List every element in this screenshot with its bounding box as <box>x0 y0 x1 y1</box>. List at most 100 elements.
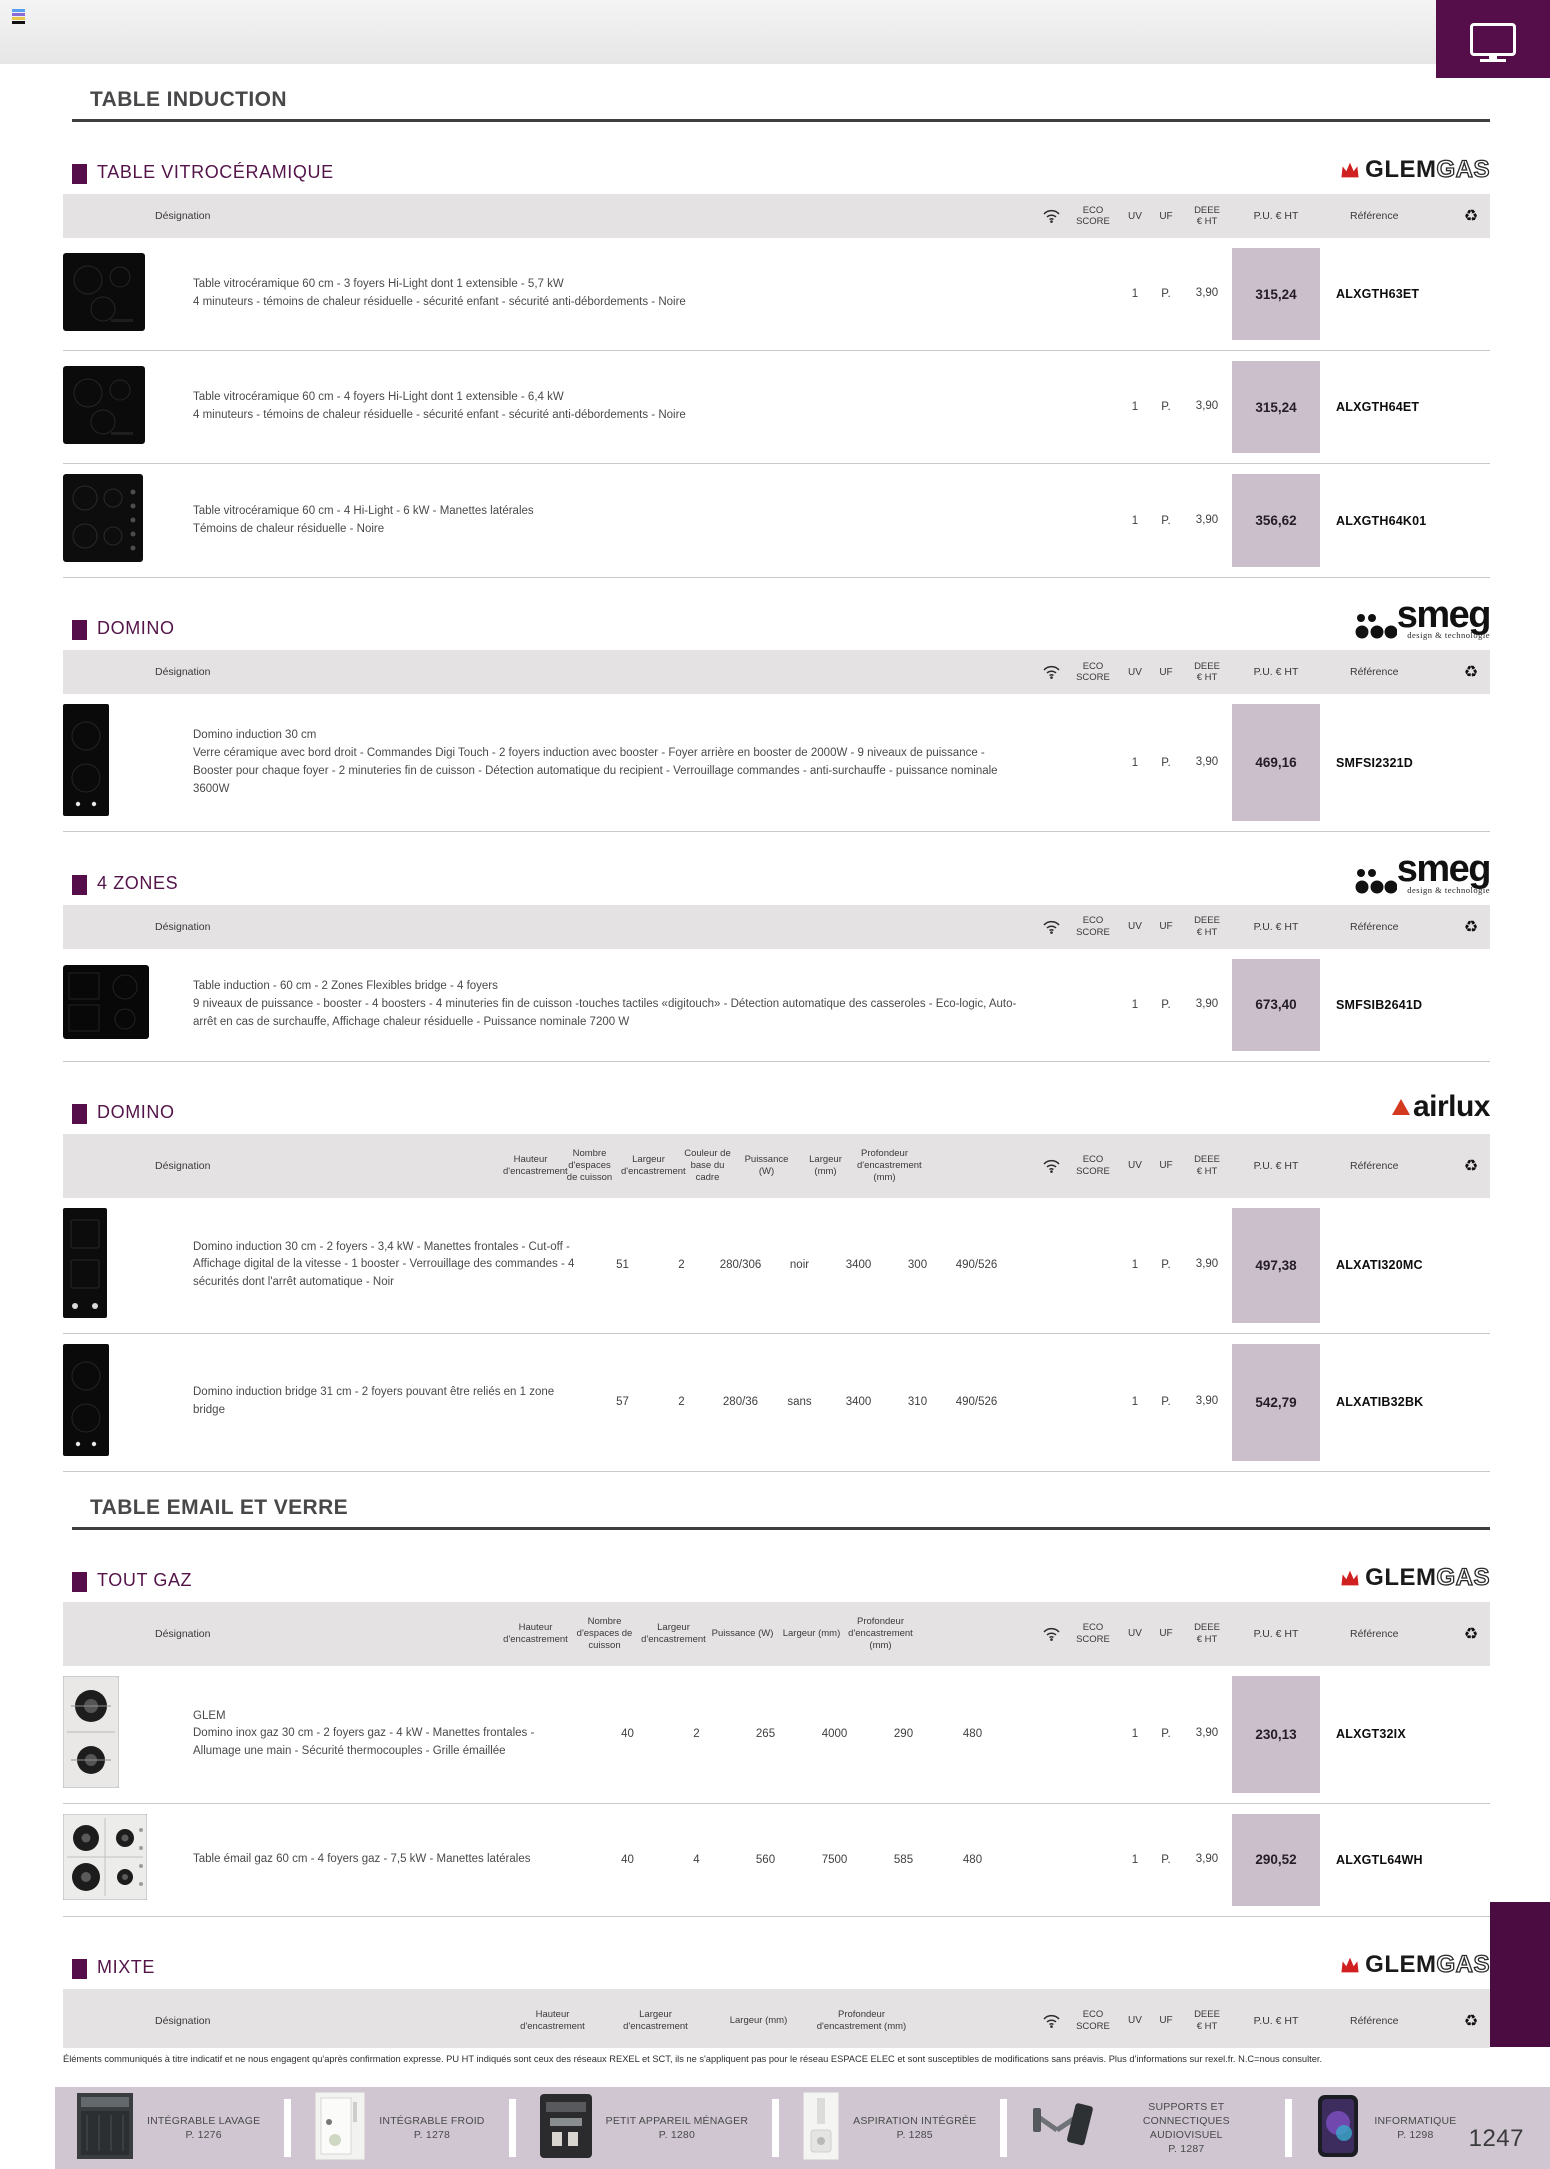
screen-tab-button[interactable] <box>1436 0 1550 78</box>
table-rows: Domino induction 30 cm - 2 foyers - 3,4 … <box>63 1198 1490 1472</box>
nav-item-2[interactable]: INTÉGRABLE FROID P. 1278 <box>314 2091 485 2165</box>
tvmount-thumbnail <box>1031 2096 1097 2161</box>
column-header-deee: DEEE € HT <box>1194 1622 1220 1645</box>
reference-link[interactable]: SMFSI2321D <box>1336 755 1414 770</box>
reference-link[interactable]: ALXATI320MC <box>1336 1258 1423 1273</box>
nav-page-ref: P. 1298 <box>1397 2129 1434 2141</box>
spec-value: 51 <box>616 1259 629 1272</box>
nav-label-text: INTÉGRABLE FROID <box>379 2114 485 2127</box>
price-value: 469,16 <box>1232 704 1320 822</box>
catalog-page-content: TABLE INDUCTION TABLE VITROCÉRAMIQUE GLEM G… <box>0 64 1550 2048</box>
section-label: TABLE VITROCÉRAMIQUE <box>97 162 334 182</box>
nav-page-ref: P. 1285 <box>896 2129 933 2141</box>
column-header-eco-score: ECO SCORE <box>1076 661 1110 684</box>
reference-link[interactable]: ALXGTH63ET <box>1336 287 1420 301</box>
uv-value: 1 <box>1131 288 1139 300</box>
uv-value: 1 <box>1131 1853 1139 1866</box>
column-header-wifi <box>1036 918 1066 936</box>
column-header-spec: Puissance (W) <box>711 1627 774 1639</box>
reference-link[interactable]: SMFSIB2641D <box>1336 997 1423 1012</box>
column-header-spec: Couleur de base du cadre <box>684 1147 731 1183</box>
app-stripes-icon[interactable] <box>12 9 25 25</box>
table-header-row: Désignation ECO SCORE UV UF DEEE € HT P.U. € HT… <box>63 194 1490 238</box>
glemgas-gas-text: GAS <box>1436 1950 1490 1978</box>
designation-line: 4 minuteurs - témoins de chaleur résidue… <box>193 296 686 308</box>
uf-value: P. <box>1161 514 1171 527</box>
fridge-thumbnail <box>314 2091 366 2165</box>
nav-page-ref: P. 1276 <box>185 2129 222 2141</box>
column-header-designation: Désignation <box>155 1627 211 1640</box>
glemgas-gas-text: GAS <box>1436 1563 1490 1591</box>
nav-item-label: SUPPORTS ET CONNECTIQUES AUDIOVISUEL P. 1… <box>1111 2100 1261 2157</box>
product-table: Désignation ECO SCORE UV UF DEEE € HT P.U. € HT… <box>63 904 1490 1062</box>
nav-item-5[interactable]: SUPPORTS ET CONNECTIQUES AUDIOVISUEL P. 1… <box>1031 2096 1261 2161</box>
column-header-spec: Hauteur d'encastrement <box>520 2008 585 2032</box>
nav-page-ref: P. 1287 <box>1168 2143 1205 2156</box>
column-header-spec: Profondeur d'encastrement (mm) <box>816 2008 907 2032</box>
column-header-eco-score: ECO SCORE <box>1076 915 1110 938</box>
spec-value: 4000 <box>821 1728 848 1741</box>
column-header-spec: Nombre d'espaces de cuisson <box>576 1615 633 1651</box>
spec-value: 2 <box>678 1396 685 1409</box>
section-bullet-icon <box>72 1571 87 1592</box>
deee-value: 3,90 <box>1195 755 1219 768</box>
nav-item-label: INFORMATIQUE P. 1298 <box>1374 2114 1456 2142</box>
section-heading: MIXTE GLEM GAS <box>72 1939 1490 1979</box>
designation-line: Table vitrocéramique 60 cm - 4 foyers Hi… <box>193 391 564 404</box>
nav-item-3[interactable]: PETIT APPAREIL MÉNAGER P. 1280 <box>539 2093 749 2163</box>
price-value: 673,40 <box>1232 958 1320 1051</box>
reference-link[interactable]: ALXGT32IX <box>1336 1727 1406 1742</box>
nav-label-text: INFORMATIQUE <box>1374 2114 1457 2127</box>
designation-line: Domino induction bridge 31 cm - 2 foyers… <box>193 1386 555 1417</box>
reference-link[interactable]: ALXGTH64ET <box>1336 400 1420 414</box>
price-value: 230,13 <box>1232 1675 1320 1793</box>
recycle-icon: ♻ <box>1463 664 1479 682</box>
section-bullet-icon <box>72 1958 87 1979</box>
designation-line: Table émail gaz 60 cm - 4 foyers gaz - 7… <box>193 1852 531 1865</box>
column-header-uv: UV <box>1128 210 1142 222</box>
recycle-icon: ♻ <box>1463 208 1479 225</box>
column-header-spec: Largeur (mm) <box>729 2014 788 2026</box>
spec-value: 280/306 <box>719 1259 762 1272</box>
reference-link[interactable]: ALXGTL64WH <box>1336 1852 1423 1867</box>
side-tab-marker[interactable] <box>1490 1902 1550 2047</box>
spec-value: 480 <box>962 1728 983 1741</box>
column-header-designation: Désignation <box>155 2014 211 2027</box>
spec-value: sans <box>787 1396 812 1409</box>
designation-line: Verre céramique avec bord droit - Comman… <box>193 747 998 795</box>
table-row: Table vitrocéramique 60 cm - 4 Hi-Light … <box>63 463 1490 577</box>
nav-item-4[interactable]: ASPIRATION INTÉGRÉE P. 1285 <box>802 2091 977 2165</box>
glemgas-gas-text: GAS <box>1436 155 1490 183</box>
price-value: 497,38 <box>1232 1207 1320 1323</box>
nav-separator <box>1000 2099 1008 2157</box>
price-value: 356,62 <box>1232 474 1320 567</box>
deee-value: 3,90 <box>1195 997 1219 1010</box>
section-bullet-icon <box>72 620 87 641</box>
deee-value: 3,90 <box>1195 1852 1219 1865</box>
table-row: Domino induction 30 cm - 2 foyers - 3,4 … <box>63 1198 1490 1333</box>
nav-label-text: ASPIRATION INTÉGRÉE <box>853 2114 977 2127</box>
designation-line: Domino inox gaz 30 cm - 2 foyers gaz - 4… <box>193 1727 535 1758</box>
table-header-row: Désignation Hauteur d'encastrement Nombre … <box>63 1601 1490 1666</box>
glemgas-flame-icon <box>1341 1570 1359 1586</box>
spec-value: 3400 <box>845 1396 872 1409</box>
column-header-wifi <box>1036 207 1066 225</box>
designation-cell: Table vitrocéramique 60 cm - 4 foyers Hi… <box>193 389 1036 425</box>
reference-link[interactable]: ALXGTH64K01 <box>1336 513 1427 528</box>
nav-item-1[interactable]: INTÉGRABLE LAVAGE P. 1276 <box>77 2092 261 2164</box>
nav-label-text: INTÉGRABLE LAVAGE <box>147 2114 261 2127</box>
airlux-triangle-icon <box>1391 1098 1410 1115</box>
reference-link[interactable]: ALXATIB32BK <box>1336 1395 1424 1410</box>
column-header-eco-score: ECO SCORE <box>1076 1154 1110 1177</box>
title-rule <box>72 119 1490 122</box>
nav-item-6[interactable]: INFORMATIQUE P. 1298 <box>1316 2093 1456 2164</box>
spec-value: 7500 <box>821 1853 848 1866</box>
column-header-uv: UV <box>1128 1160 1142 1172</box>
table-header-row: Désignation Hauteur d'encastrement Nombre … <box>63 1133 1490 1198</box>
column-header-eco-score: ECO SCORE <box>1076 1622 1110 1645</box>
recycle-icon: ♻ <box>1463 1157 1479 1175</box>
column-header-deee: DEEE € HT <box>1194 2009 1220 2032</box>
column-header-spec: Largeur (mm) <box>782 1627 841 1639</box>
uf-value: P. <box>1161 756 1171 769</box>
spec-value: 480 <box>962 1853 983 1866</box>
